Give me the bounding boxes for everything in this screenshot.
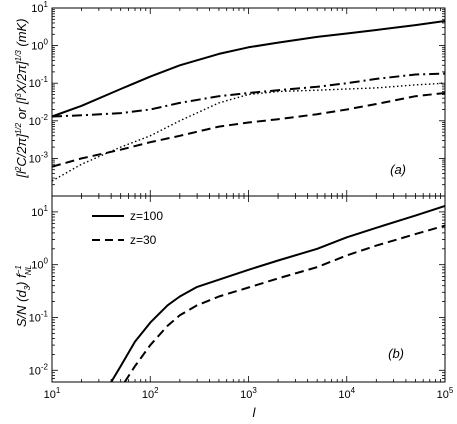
panel-a-y-tick-labels: 10-3 10-2 10-1 100 101 — [29, 0, 49, 165]
panel-a-series-2-line — [52, 82, 445, 182]
panel-b-x-tick-label: 102 — [142, 386, 159, 401]
panel-a-y-tick-label: 101 — [31, 0, 48, 15]
panel-b-series-0-line — [110, 204, 445, 382]
panel-a-series-1-line — [52, 72, 445, 118]
panel-a-y-tick-label: 100 — [31, 38, 48, 53]
panel-b-legend: z=100 z=30 — [92, 209, 163, 247]
panel-a-y-tick-label: 10-1 — [29, 75, 49, 90]
panel-b-x-tick-label: 103 — [240, 386, 257, 401]
panel-b-lines — [110, 204, 445, 382]
panel-a-lines — [52, 20, 445, 182]
panel-b: 10-2 10-1 100 101 101 102 103 104 105 (b) S/N (… — [14, 195, 454, 401]
panel-b-y-tick-label: 101 — [31, 204, 48, 219]
panel-a-series-0-line — [52, 20, 445, 118]
panel-a-tag: (a) — [390, 162, 406, 177]
panel-b-y-tick-label: 10-2 — [29, 362, 49, 377]
panel-a: 10-3 10-2 10-1 100 101 (a) [l2C/2π]1/2 or [l… — [14, 0, 446, 197]
panel-a-y-tick-label: 10-2 — [29, 113, 49, 128]
panel-b-x-tick-label: 104 — [338, 386, 355, 401]
panel-a-y-axis-label: [l2C/2π]1/2 or [l3X/2π]1/3 (mK) — [14, 18, 29, 178]
panel-a-series-3-line — [52, 92, 445, 168]
panel-b-x-tick-label: 105 — [437, 386, 454, 401]
panel-b-y-axis-label: S/N (d3) f−1NL — [14, 265, 33, 327]
legend-label-z100: z=100 — [130, 209, 163, 223]
panel-b-x-tick-label: 101 — [44, 386, 61, 401]
panel-b-x-tick-labels: 101 102 103 104 105 — [44, 386, 454, 401]
panel-b-y-tick-label: 100 — [31, 257, 48, 272]
panel-b-tag: (b) — [388, 346, 404, 361]
panel-b-frame — [51, 195, 446, 383]
legend-label-z30: z=30 — [130, 233, 157, 247]
panel-b-y-tick-label: 10-1 — [29, 309, 49, 324]
x-axis-label: l — [253, 405, 257, 420]
panel-b-series-1-line — [123, 224, 445, 382]
panel-a-y-tick-label: 10-3 — [29, 150, 49, 165]
panel-b-y-tick-labels: 10-2 10-1 100 101 — [29, 204, 49, 377]
